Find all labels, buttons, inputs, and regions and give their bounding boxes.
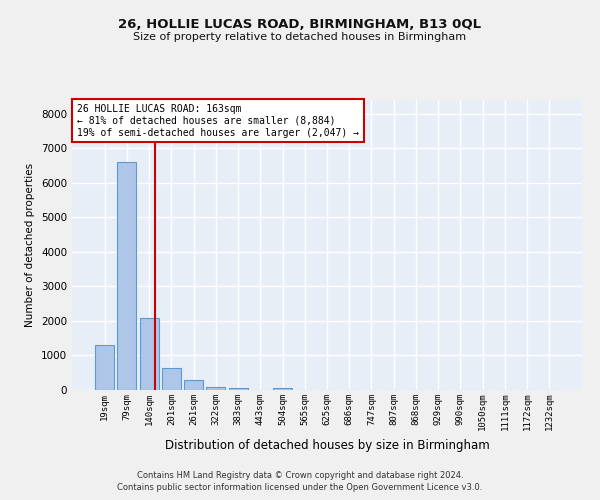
Bar: [140, 318, 158, 390]
Bar: [118, 162, 136, 390]
Bar: [95, 345, 114, 390]
Text: Contains HM Land Registry data © Crown copyright and database right 2024.
Contai: Contains HM Land Registry data © Crown c…: [118, 471, 482, 492]
Y-axis label: Number of detached properties: Number of detached properties: [25, 163, 35, 327]
Text: 26, HOLLIE LUCAS ROAD, BIRMINGHAM, B13 0QL: 26, HOLLIE LUCAS ROAD, BIRMINGHAM, B13 0…: [118, 18, 482, 30]
Bar: [273, 388, 292, 390]
Bar: [184, 380, 203, 390]
Text: 26 HOLLIE LUCAS ROAD: 163sqm
← 81% of detached houses are smaller (8,884)
19% of: 26 HOLLIE LUCAS ROAD: 163sqm ← 81% of de…: [77, 104, 359, 138]
X-axis label: Distribution of detached houses by size in Birmingham: Distribution of detached houses by size …: [164, 438, 490, 452]
Bar: [162, 368, 181, 390]
Bar: [229, 388, 248, 390]
Bar: [206, 386, 225, 390]
Text: Size of property relative to detached houses in Birmingham: Size of property relative to detached ho…: [133, 32, 467, 42]
